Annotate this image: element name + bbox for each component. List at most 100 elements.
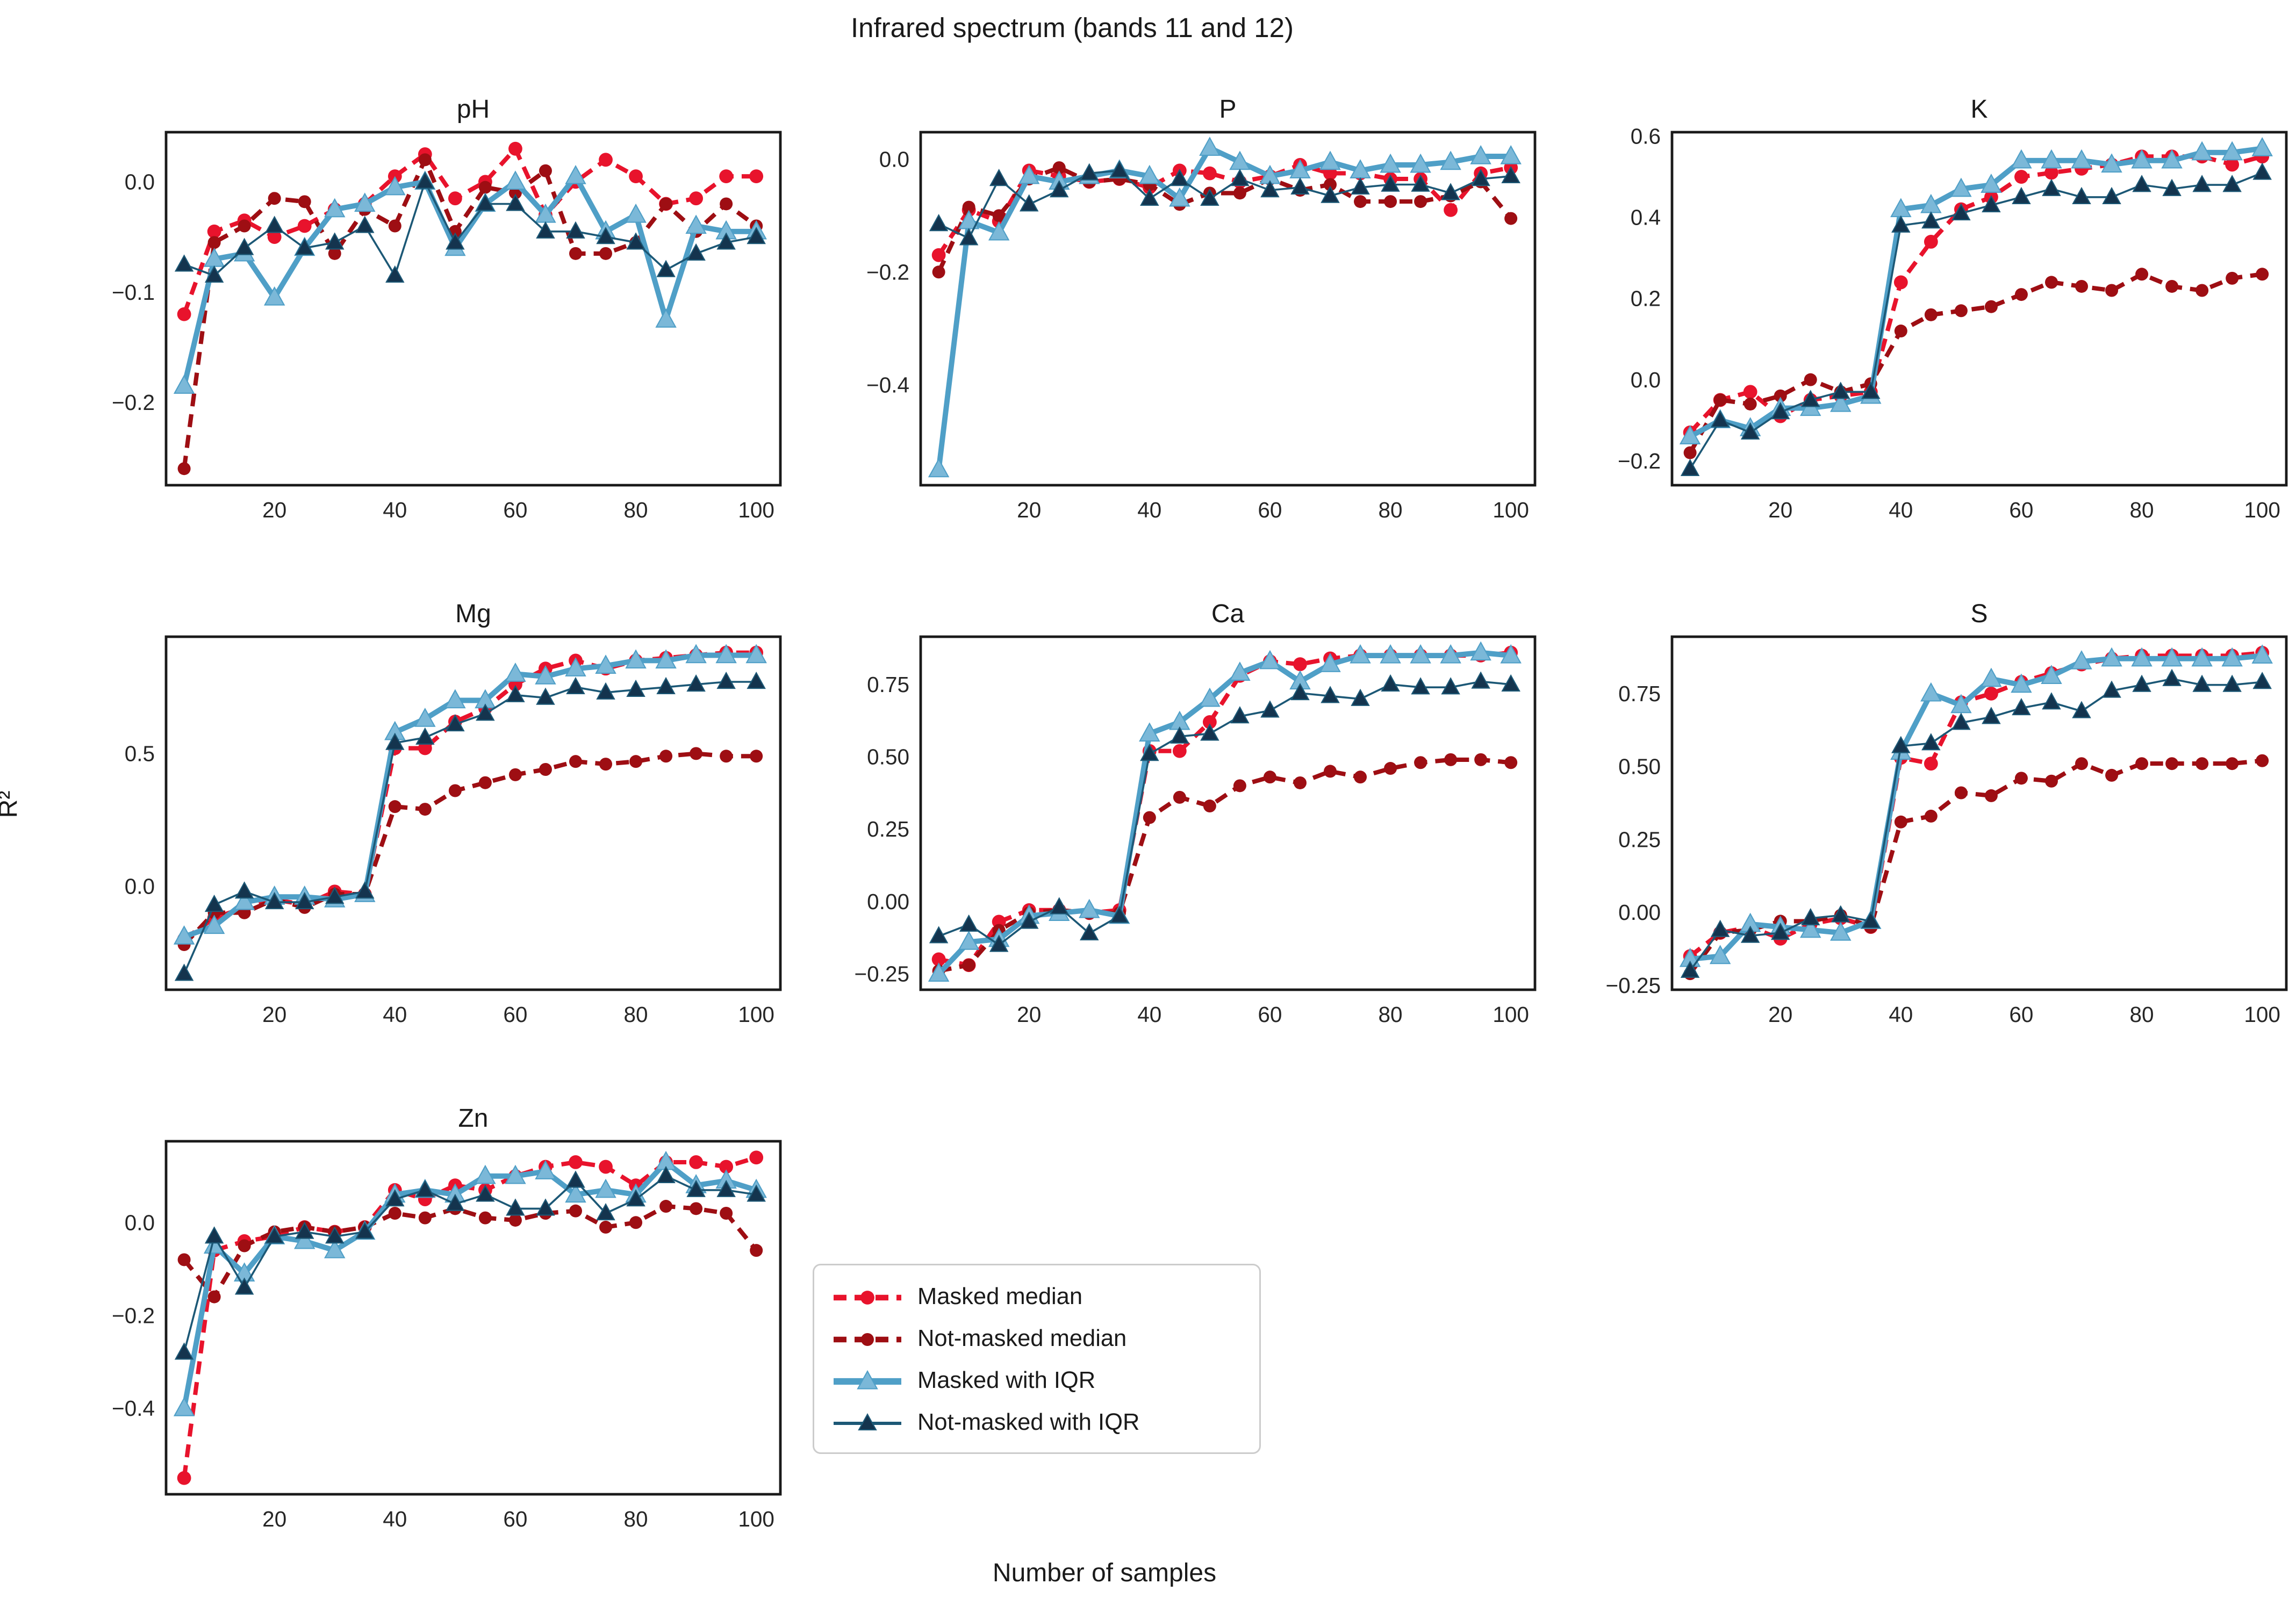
data-point-masked_iqr: [414, 708, 436, 727]
data-point-not_masked_iqr: [234, 237, 254, 255]
subplot-title: S: [1970, 600, 1988, 628]
data-point-not_masked_median: [1713, 393, 1727, 407]
data-point-not_masked_iqr: [989, 169, 1009, 186]
data-point-masked_iqr: [1830, 392, 1852, 412]
data-point-not_masked_median: [569, 247, 582, 260]
data-point-not_masked_iqr: [1411, 174, 1430, 192]
data-point-not_masked_median: [932, 265, 945, 279]
data-point-not_masked_iqr: [295, 1221, 314, 1239]
data-point-not_masked_iqr: [2102, 186, 2121, 204]
data-point-not_masked_median: [1504, 212, 1518, 225]
data-point-masked_iqr: [233, 890, 255, 910]
subplot-title: Mg: [455, 600, 491, 628]
data-point-not_masked_median: [962, 200, 975, 214]
x-tick-label: 40: [1889, 498, 1913, 522]
data-point-not_masked_median: [2075, 279, 2088, 293]
legend-label: Not-masked median: [917, 1327, 1127, 1352]
y-tick-label: 0.50: [1618, 754, 1661, 779]
data-point-not_masked_iqr: [716, 232, 736, 250]
data-point-not_masked_iqr: [626, 232, 645, 250]
data-point-masked_median: [267, 230, 282, 244]
data-point-not_masked_median: [1384, 762, 1397, 775]
data-point-not_masked_iqr: [264, 892, 284, 910]
data-point-masked_iqr: [1500, 644, 1522, 664]
x-tick-label: 100: [738, 498, 774, 522]
data-point-masked_iqr: [1380, 153, 1401, 173]
data-point-not_masked_median: [1324, 178, 1337, 191]
data-point-not_masked_median: [1354, 771, 1367, 784]
subplot-title: pH: [457, 95, 490, 124]
data-point-not_masked_iqr: [415, 171, 435, 189]
data-point-masked_iqr: [203, 915, 225, 934]
data-point-not_masked_median: [690, 747, 703, 760]
data-point-not_masked_median: [1173, 790, 1186, 804]
data-point-not_masked_iqr: [686, 243, 706, 261]
data-point-not_masked_median: [1894, 325, 1907, 338]
subplot-title: Zn: [458, 1104, 488, 1133]
data-point-not_masked_iqr: [1140, 744, 1159, 761]
data-point-not_masked_median: [238, 1239, 251, 1252]
x-tick-label: 60: [503, 1507, 527, 1531]
data-point-not_masked_median: [599, 1220, 613, 1234]
data-point-masked_median: [599, 153, 613, 167]
data-point-not_masked_iqr: [476, 1184, 495, 1202]
x-tick-label: 100: [2244, 1002, 2280, 1027]
data-point-masked_iqr: [655, 308, 677, 328]
data-point-not_masked_median: [1954, 304, 1968, 318]
data-point-not_masked_median: [599, 247, 613, 260]
legend-item-masked-iqr: Masked with IQR: [830, 1360, 1259, 1402]
data-point-not_masked_iqr: [506, 1198, 525, 1216]
data-point-not_masked_iqr: [325, 232, 345, 250]
data-point-not_masked_median: [569, 1204, 582, 1218]
data-point-masked_iqr: [294, 1229, 315, 1249]
data-point-not_masked_iqr: [2252, 672, 2272, 689]
x-tick-label: 80: [624, 1002, 648, 1027]
data-point-not_masked_median: [1984, 300, 1998, 313]
data-point-masked_median: [2044, 165, 2058, 180]
data-point-not_masked_median: [388, 1206, 401, 1220]
data-point-not_masked_iqr: [385, 1189, 405, 1207]
y-tick-label: 0.25: [1618, 827, 1661, 852]
data-point-not_masked_median: [238, 219, 251, 233]
data-point-not_masked_iqr: [959, 914, 979, 932]
data-point-masked_iqr: [1440, 644, 1461, 664]
data-point-masked_iqr: [1410, 644, 1431, 664]
x-tick-label: 80: [624, 1507, 648, 1531]
data-point-masked_median: [1293, 657, 1307, 672]
data-point-not_masked_median: [2075, 757, 2088, 771]
data-point-not_masked_iqr: [989, 934, 1009, 952]
x-tick-label: 20: [1768, 1002, 1792, 1027]
data-point-not_masked_iqr: [234, 881, 254, 899]
data-point-not_masked_iqr: [1110, 905, 1129, 923]
data-point-not_masked_iqr: [1441, 677, 1460, 695]
data-point-masked_median: [931, 248, 946, 262]
data-point-masked_iqr: [1950, 177, 1972, 197]
data-point-not_masked_iqr: [686, 1179, 706, 1197]
legend-label: Masked with IQR: [917, 1369, 1096, 1394]
data-point-not_masked_iqr: [2192, 175, 2212, 192]
data-point-not_masked_median: [750, 1244, 763, 1257]
data-point-masked_iqr: [173, 1397, 195, 1416]
data-point-not_masked_iqr: [656, 260, 676, 277]
data-point-not_masked_iqr: [325, 887, 345, 904]
data-point-masked_iqr: [2251, 137, 2273, 156]
data-point-masked_iqr: [1440, 150, 1461, 170]
data-point-not_masked_iqr: [1710, 919, 1730, 937]
data-point-not_masked_iqr: [1230, 706, 1250, 724]
subplot-title: P: [1219, 95, 1236, 124]
data-point-not_masked_median: [2014, 288, 2028, 301]
data-point-not_masked_iqr: [415, 727, 435, 745]
data-point-not_masked_median: [1293, 776, 1307, 789]
plot-frame: [164, 131, 782, 487]
data-point-masked_iqr: [173, 925, 195, 945]
data-point-not_masked_median: [1143, 811, 1156, 824]
data-point-masked_iqr: [1981, 667, 2002, 687]
data-point-not_masked_median: [1444, 753, 1458, 766]
data-point-masked_iqr: [324, 1239, 346, 1258]
legend-marker-not-masked-median-icon: [834, 1333, 901, 1346]
data-point-not_masked_iqr: [1049, 180, 1069, 198]
data-point-not_masked_median: [569, 755, 582, 768]
data-point-masked_iqr: [2221, 647, 2243, 667]
data-point-not_masked_median: [328, 247, 341, 260]
data-point-not_masked_iqr: [1140, 188, 1159, 206]
